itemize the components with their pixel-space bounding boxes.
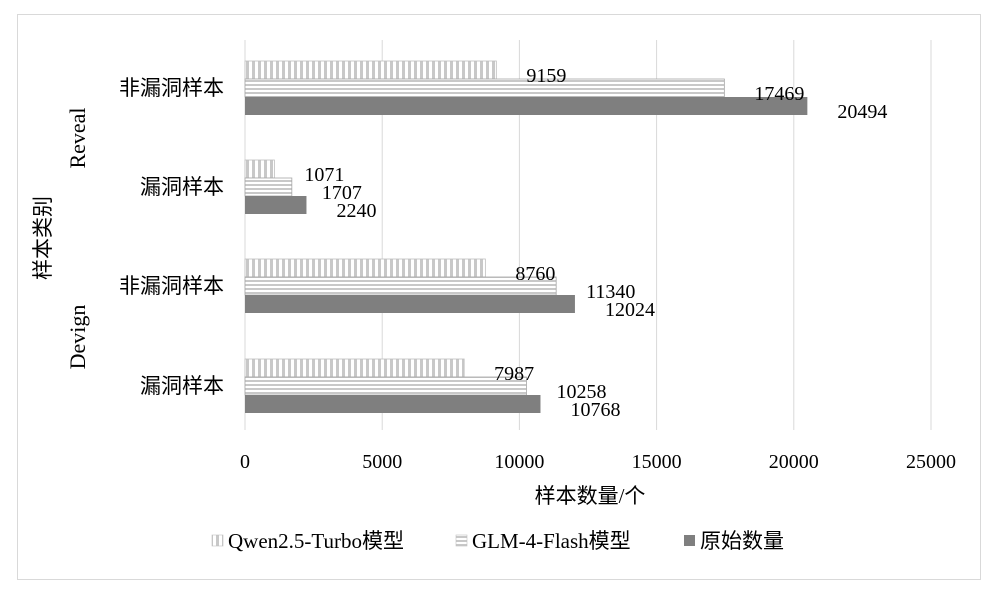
bar: [244, 258, 486, 278]
category-label: 非漏洞样本: [119, 76, 224, 100]
bar: [244, 60, 497, 80]
group-label-reveal: Reveal: [65, 107, 90, 168]
bar: [245, 295, 575, 313]
data-label: 20494: [837, 101, 887, 123]
x-tick-label: 25000: [906, 451, 956, 473]
category-label: 漏洞样本: [140, 374, 224, 398]
data-label: 10768: [570, 399, 620, 421]
chart-frame: [17, 14, 981, 580]
category-label: 漏洞样本: [140, 175, 224, 199]
x-tick-label: 10000: [494, 451, 544, 473]
bar: [244, 78, 725, 98]
bar: [244, 358, 465, 378]
data-label: 8760: [515, 263, 555, 285]
data-labels: 9159 1071 8760 7987 17469 1707 11340 10258 20494…: [304, 65, 887, 421]
legend-swatch-glm: [455, 534, 468, 547]
data-label: 1707: [322, 182, 362, 204]
data-label: 12024: [605, 299, 655, 321]
x-tick-label: 5000: [362, 451, 402, 473]
legend-swatch-qwen: [211, 534, 224, 547]
bar: [244, 159, 275, 179]
data-label: 2240: [336, 200, 376, 222]
bars: [244, 60, 808, 413]
data-label: 17469: [754, 83, 804, 105]
legend: Qwen2.5-Turbo模型 GLM-4-Flash模型 原始数量: [211, 529, 784, 553]
y-axis-title: 样本类别: [31, 196, 55, 280]
x-tick-label: 0: [240, 451, 250, 473]
x-axis-title: 样本数量/个: [535, 484, 646, 508]
data-label: 1071: [304, 164, 344, 186]
data-label: 7987: [494, 363, 534, 385]
bar: [245, 97, 808, 115]
group-label-devign: Devign: [65, 305, 90, 370]
bar: [244, 177, 293, 197]
x-tick-label: 20000: [769, 451, 819, 473]
bar: [245, 196, 307, 214]
legend-label-original: 原始数量: [700, 529, 784, 553]
category-label: 非漏洞样本: [119, 274, 224, 298]
legend-swatch-original: [684, 535, 695, 546]
bar: [245, 395, 541, 413]
data-label: 10258: [556, 381, 606, 403]
legend-label-glm: GLM-4-Flash模型: [472, 529, 631, 553]
x-tick-labels: 0 5000 10000 15000 20000 25000: [240, 451, 956, 473]
bar: [244, 376, 527, 396]
bar: [244, 276, 557, 296]
legend-label-qwen: Qwen2.5-Turbo模型: [228, 529, 404, 553]
x-tick-label: 15000: [632, 451, 682, 473]
data-label: 11340: [586, 281, 635, 303]
data-label: 9159: [526, 65, 566, 87]
